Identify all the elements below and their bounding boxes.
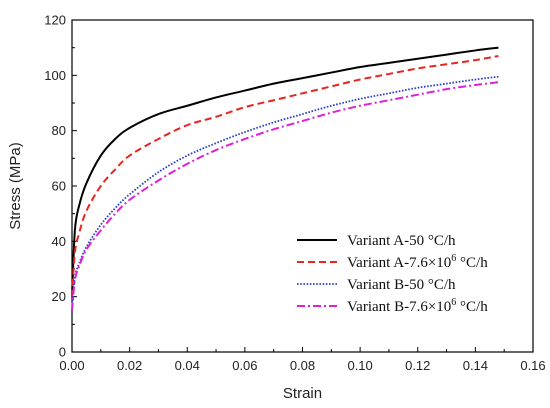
x-tick-label: 0.00: [59, 358, 84, 373]
x-tick-label: 0.04: [175, 358, 200, 373]
y-tick-label: 60: [52, 179, 66, 194]
series-lines: [71, 46, 499, 311]
series-line: [71, 54, 499, 297]
series-line: [71, 75, 499, 311]
x-tick-label: 0.08: [290, 358, 315, 373]
y-tick-label: 80: [52, 123, 66, 138]
y-axis-label: Stress (MPa): [7, 142, 24, 230]
legend-label: Variant B-50 °C/h: [347, 277, 456, 293]
x-tick-label: 0.10: [347, 358, 372, 373]
x-tick-label: 0.06: [232, 358, 257, 373]
y-tick-label: 40: [52, 234, 66, 249]
x-tick-label: 0.14: [463, 358, 488, 373]
legend-label: Variant A-7.6×106 °C/h: [347, 253, 488, 271]
x-tick-label: 0.16: [520, 358, 545, 373]
axis-tick-labels: 0.00 0.02 0.04 0.06 0.08 0.10 0.12 0.14 0.16 0 20 4…: [44, 13, 545, 374]
legend-label: Variant A-50 °C/h: [347, 233, 456, 249]
y-tick-label: 100: [44, 68, 66, 83]
x-tick-label: 0.02: [117, 358, 142, 373]
series-line: [71, 81, 499, 311]
y-tick-label: 0: [59, 345, 66, 360]
x-tick-label: 0.12: [405, 358, 430, 373]
y-tick-label: 120: [44, 13, 66, 28]
legend-label: Variant B-7.6×106 °C/h: [347, 297, 488, 315]
x-axis-label: Strain: [283, 385, 322, 402]
y-tick-label: 20: [52, 289, 66, 304]
series-line: [71, 46, 499, 297]
legend: Variant A-50 °C/h Variant A-7.6×106 °C/h V…: [297, 233, 488, 315]
